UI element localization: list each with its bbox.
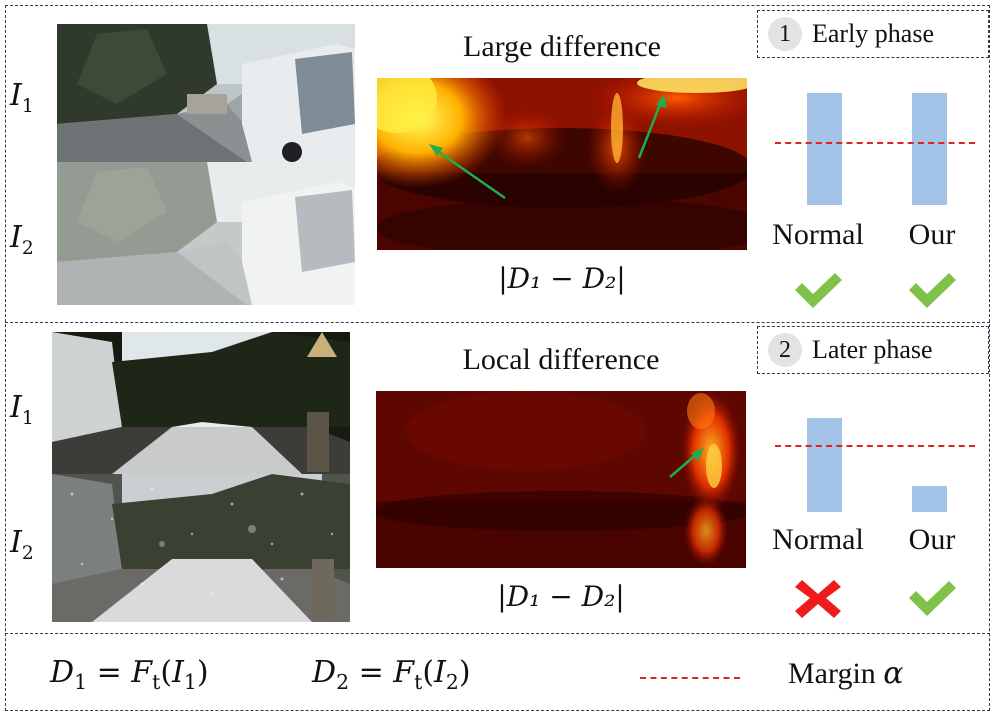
panel-separator-2 [5,633,990,634]
check-icon [792,270,844,315]
legend-margin-line [640,677,740,679]
category-label-our: Our [908,218,956,251]
photo-clean-street [57,24,355,162]
bar-normal [807,93,842,205]
heatmap-large-difference [377,78,747,250]
image-label-i1: I1 [10,78,34,117]
phase-box-early: 1 Early phase [757,10,989,58]
arrow-icon [669,452,699,478]
bar-our [912,485,947,512]
check-icon [906,578,958,623]
heatmap-title-large: Large difference [463,30,661,63]
arrow-icon [429,144,443,156]
panel-separator-1 [5,322,990,323]
arrow-icon [656,94,667,108]
diff-label-1: |D₁ − D₂| [498,262,626,295]
image-label-i2: I2 [10,525,34,564]
cross-icon [792,578,844,623]
category-label-our: Our [908,523,956,556]
circled-number: 2 [768,333,802,367]
photo-foggy-street [57,162,355,305]
image-label-i1: I1 [10,390,34,429]
phase-label: Later phase [812,335,933,364]
check-icon [906,270,958,315]
phase-label: Early phase [812,19,935,48]
image-label-i2: I2 [10,220,34,259]
arrow-icon [691,448,704,461]
equation-d2: D2 = Ft(I2) [312,655,471,694]
photo-sunny-road [52,332,350,474]
category-label-normal: Normal [772,218,864,251]
photo-snowy-road [52,474,350,622]
outer-frame [5,5,990,711]
arrow-icon [432,146,506,200]
diff-label-2: |D₁ − D₂| [497,580,625,613]
bar-normal [807,418,842,512]
phase-box-later: 2 Later phase [757,326,989,374]
heatmap-local-difference [376,391,746,568]
category-label-normal: Normal [772,523,864,556]
circled-number: 1 [768,17,802,51]
heatmap-title-local: Local difference [462,343,660,376]
arrow-icon [637,101,663,159]
margin-line [775,142,975,145]
margin-line [775,445,975,448]
equation-d1: D1 = Ft(I1) [50,655,209,694]
bar-our [912,93,947,205]
legend-margin-text: Margin α [788,656,904,691]
